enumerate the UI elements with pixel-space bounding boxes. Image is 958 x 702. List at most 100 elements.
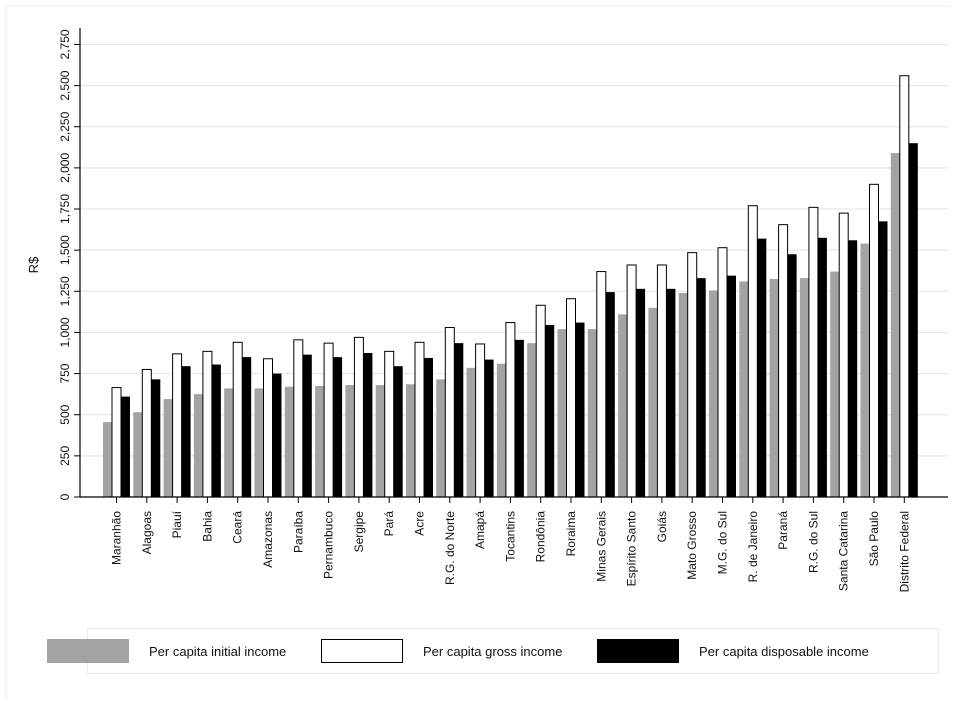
bar-initial [133, 412, 143, 497]
bar-disposable [696, 278, 706, 497]
legend-item-initial: Per capita initial income [47, 639, 286, 663]
bar-gross [353, 336, 364, 498]
bar-disposable [727, 275, 736, 497]
x-tick-label: Amapá [473, 511, 487, 549]
bar-initial [224, 388, 234, 497]
legend-label-gross: Per capita gross income [423, 643, 563, 659]
x-tick-label: Amazonas [261, 511, 275, 568]
bar-initial [618, 314, 628, 497]
bar-initial [769, 278, 779, 497]
bar-gross [414, 341, 425, 498]
bar-gross [505, 322, 516, 498]
bar-initial [375, 385, 385, 497]
bar-disposable [817, 237, 827, 497]
x-tick-label: São Paulo [867, 511, 881, 567]
bar-gross [535, 304, 546, 498]
x-tick-label: Alagoas [140, 511, 154, 554]
bar-gross [323, 342, 334, 498]
bar-initial [830, 271, 840, 497]
x-tick-label: Roraima [564, 511, 578, 557]
bar-initial [315, 385, 325, 497]
bar-gross [869, 183, 879, 498]
bar-disposable [393, 366, 403, 497]
bar-disposable [302, 354, 312, 497]
bar-initial [103, 422, 112, 497]
bar-initial [678, 292, 688, 497]
y-tick-label: 1,500 [58, 235, 72, 265]
bar-disposable [787, 254, 797, 497]
x-tick-label: Ceará [231, 511, 245, 544]
bar-initial [890, 153, 900, 498]
x-tick-label: R.G. do Norte [443, 511, 457, 585]
bar-gross [202, 350, 213, 498]
bar-disposable [333, 357, 343, 497]
x-tick-label: Mato Grosso [685, 511, 699, 580]
bar-initial [648, 307, 658, 497]
bar-gross [747, 205, 758, 498]
bar-initial [163, 399, 173, 497]
bars-group [103, 75, 918, 498]
x-tick-label: Pará [382, 511, 396, 537]
bar-gross [596, 271, 607, 498]
legend-swatch-initial [47, 639, 129, 663]
x-tick-label: Paraná [776, 511, 790, 550]
y-tick-label: 2,750 [58, 29, 72, 59]
x-tick-label: M.G. do Sul [716, 511, 730, 574]
y-tick-label: 1,000 [58, 317, 72, 347]
legend-swatch-disposable [597, 639, 679, 663]
x-tick-label: Acre [413, 511, 427, 536]
bar-disposable [484, 359, 494, 497]
bar-gross [899, 75, 910, 498]
x-tick-label: Minas Gerais [594, 511, 608, 582]
legend-swatch-gross [321, 639, 403, 663]
bar-gross [263, 358, 273, 498]
x-tick-label: R.G. do Sul [806, 511, 820, 573]
x-tick-label: Santa Catarina [837, 511, 851, 591]
bar-gross [656, 264, 667, 498]
x-tick-label: Goiás [655, 511, 669, 542]
legend-label-disposable: Per capita disposable income [699, 643, 869, 659]
bar-initial [587, 329, 597, 497]
bar-gross [111, 387, 122, 498]
bar-initial [527, 343, 537, 497]
x-tick-label: Sergipe [352, 511, 366, 553]
bar-gross [141, 368, 152, 498]
x-tick-label: R. de Janeiro [746, 511, 760, 583]
bar-gross [444, 327, 455, 498]
bar-gross [172, 353, 183, 498]
x-tick-labels: Maranhão Alagoas Piauí Bahia Ceará Amazonas Pa… [110, 510, 912, 592]
bar-disposable [545, 325, 555, 497]
bar-disposable [211, 364, 221, 497]
y-tick-label: 2,500 [58, 70, 72, 100]
bar-disposable [121, 396, 130, 497]
x-tick-label: Piauí [170, 510, 184, 538]
bar-disposable [454, 343, 464, 497]
bar-disposable [424, 357, 433, 497]
bar-disposable [181, 366, 191, 497]
bar-initial [709, 290, 718, 497]
bar-initial [284, 386, 294, 497]
y-tick-label: 500 [58, 404, 72, 424]
x-tick-label: Rondônia [534, 511, 548, 563]
bar-initial [436, 379, 446, 497]
bar-disposable [636, 288, 646, 497]
bar-gross [778, 224, 789, 498]
bar-disposable [363, 353, 373, 497]
bar-gross [838, 212, 849, 498]
bar-initial [406, 384, 415, 497]
bar-disposable [242, 357, 252, 497]
bar-gross [232, 341, 243, 498]
bar-disposable [151, 379, 161, 497]
bar-gross [475, 343, 486, 498]
bar-gross [808, 206, 819, 498]
y-tick-label: 0 [58, 493, 72, 500]
bar-disposable [272, 373, 282, 497]
bar-initial [799, 278, 809, 497]
bar-gross [717, 247, 728, 498]
y-tick-label: 2,250 [58, 111, 72, 141]
bar-initial [466, 367, 476, 497]
bar-initial [739, 281, 749, 497]
legend-item-disposable: Per capita disposable income [597, 639, 869, 663]
y-axis-label: R$ [26, 256, 41, 273]
